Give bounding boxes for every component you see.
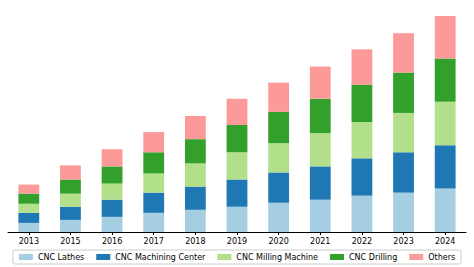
- svg-text:2017: 2017: [144, 237, 164, 246]
- svg-text:CNC Machining Center: CNC Machining Center: [115, 253, 206, 262]
- svg-text:2024: 2024: [435, 237, 455, 246]
- svg-text:2016: 2016: [102, 237, 122, 246]
- svg-text:2021: 2021: [310, 237, 330, 246]
- svg-text:2023: 2023: [393, 237, 413, 246]
- svg-text:2013: 2013: [19, 237, 39, 246]
- svg-text:CNC Lathes: CNC Lathes: [38, 253, 84, 262]
- svg-text:2022: 2022: [352, 237, 372, 246]
- svg-text:2019: 2019: [227, 237, 247, 246]
- svg-text:2018: 2018: [185, 237, 205, 246]
- svg-text:2015: 2015: [60, 237, 80, 246]
- svg-text:2020: 2020: [268, 237, 288, 246]
- svg-text:CNC Drilling: CNC Drilling: [349, 253, 397, 262]
- svg-text:CNC Milling Machine: CNC Milling Machine: [236, 253, 318, 262]
- svg-text:Others: Others: [428, 253, 455, 262]
